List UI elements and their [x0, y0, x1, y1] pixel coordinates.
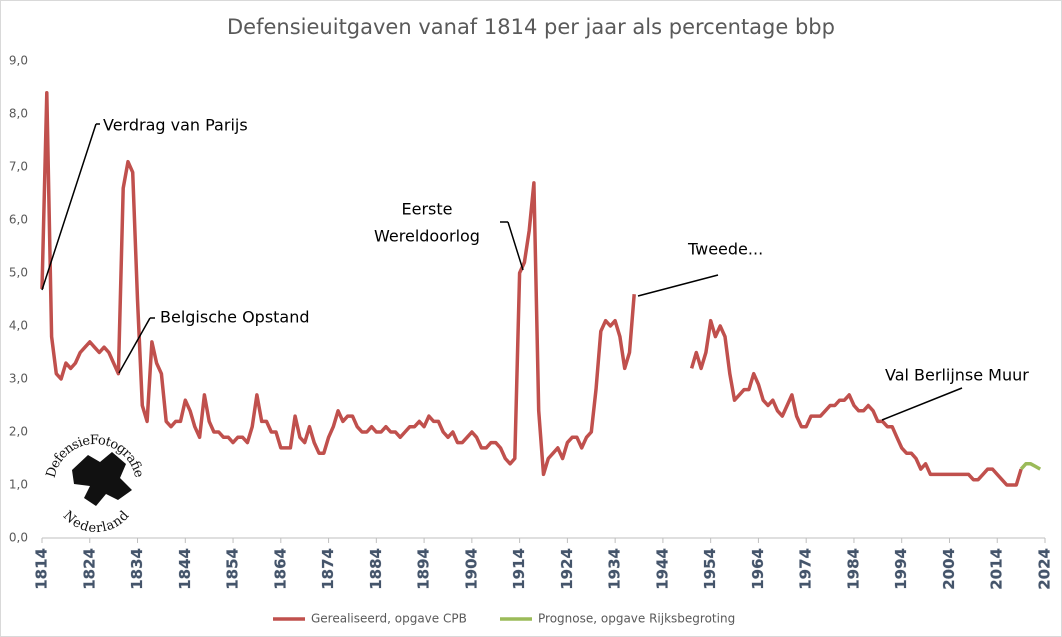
x-tick-label: 1874 [319, 548, 337, 590]
series-line [40, 91, 1023, 487]
y-tick-label: 6,0 [9, 213, 28, 227]
annotation-line [118, 317, 151, 374]
x-tick-label: 1964 [749, 548, 767, 590]
x-tick-label: 1914 [510, 548, 528, 590]
annotation: Tweede... [687, 240, 763, 259]
annotation-line [881, 387, 963, 421]
y-tick-label: 9,0 [9, 54, 28, 68]
x-tick-label: 1934 [606, 548, 624, 590]
series-line [1019, 462, 1042, 471]
x-tick-label: 1854 [224, 548, 242, 590]
x-tick-label: 1864 [271, 548, 289, 590]
x-tick-label: 1894 [415, 548, 433, 590]
x-tick-label: 2014 [988, 548, 1006, 590]
x-tick-label: 1944 [653, 548, 671, 590]
y-tick-label: 4,0 [9, 319, 28, 333]
legend-label: Prognose, opgave Rijksbegroting [538, 612, 735, 626]
y-tick-label: 3,0 [9, 372, 28, 386]
y-tick-label: 8,0 [9, 107, 28, 121]
x-tick-label: 1924 [558, 548, 576, 590]
annotation-line [637, 274, 719, 297]
x-tick-label: 2004 [940, 548, 958, 590]
x-tick-label: 1884 [367, 548, 385, 590]
y-tick-label: 5,0 [9, 266, 28, 280]
legend-label: Gerealiseerd, opgave CPB [311, 612, 467, 626]
annotation: Belgische Opstand [160, 308, 310, 327]
chart-title: Defensieuitgaven vanaf 1814 per jaar als… [227, 15, 835, 39]
x-tick-label: 1994 [892, 548, 910, 590]
x-tick-label: 1814 [33, 548, 51, 590]
logo-lion [72, 452, 132, 506]
x-tick-label: 1954 [701, 548, 719, 590]
x-tick-label: 1984 [844, 548, 862, 590]
x-tick-label: 1824 [80, 548, 98, 590]
x-tick-label: 1834 [128, 548, 146, 590]
y-tick-label: 0,0 [9, 531, 28, 545]
x-tick-label: 1974 [797, 548, 815, 590]
annotation-line [41, 123, 97, 291]
x-tick-label: 1904 [462, 548, 480, 590]
annotation-line [507, 221, 524, 271]
annotation: Verdrag van Parijs [103, 116, 248, 135]
annotation: Wereldoorlog [374, 227, 480, 246]
y-tick-label: 7,0 [9, 160, 28, 174]
y-tick-label: 2,0 [9, 425, 28, 439]
y-tick-label: 1,0 [9, 478, 28, 492]
annotation: Eerste [402, 200, 453, 219]
annotation: Val Berlijnse Muur [885, 366, 1029, 385]
x-tick-label: 1844 [176, 548, 194, 590]
x-tick-label: 2024 [1036, 548, 1054, 590]
